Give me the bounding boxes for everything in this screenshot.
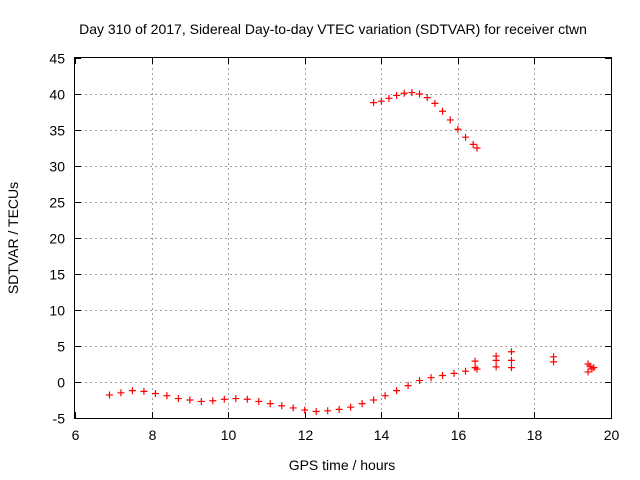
data-point	[427, 374, 435, 382]
data-point	[590, 364, 598, 372]
data-point	[174, 395, 182, 403]
x-tick-labels: 6 8 10 12 14 16 18 20	[72, 427, 620, 443]
data-point	[404, 382, 412, 390]
chart-title: Day 310 of 2017, Sidereal Day-to-day VTE…	[79, 21, 587, 37]
data-point	[400, 89, 408, 97]
data-point	[423, 94, 431, 102]
x-tick-label: 6	[72, 427, 80, 443]
data-point	[377, 97, 385, 105]
data-point	[197, 397, 205, 405]
data-point	[450, 369, 458, 377]
y-tick-label: 10	[49, 303, 65, 319]
data-point	[301, 406, 309, 414]
data-points	[105, 89, 598, 416]
data-point	[507, 364, 515, 372]
data-point	[439, 372, 447, 380]
data-point	[462, 367, 470, 375]
data-point	[105, 391, 113, 399]
data-point	[289, 404, 297, 412]
x-tick-label: 10	[221, 427, 237, 443]
y-tick-label: 15	[49, 267, 65, 283]
data-point	[232, 395, 240, 403]
x-axis-label: GPS time / hours	[289, 457, 396, 473]
data-point	[469, 140, 477, 148]
plot-frame	[74, 57, 612, 419]
data-point	[462, 133, 470, 141]
data-point	[335, 405, 343, 413]
data-point	[492, 356, 500, 364]
data-point	[358, 400, 366, 408]
data-point	[408, 89, 416, 97]
data-point	[370, 99, 378, 107]
data-point	[393, 91, 401, 99]
data-point	[584, 368, 592, 376]
data-point	[278, 402, 286, 410]
data-point	[186, 396, 194, 404]
data-point	[151, 390, 159, 398]
y-axis-label: SDTVAR / TECUs	[5, 182, 21, 294]
data-point	[255, 397, 263, 405]
x-tick-label: 14	[374, 427, 390, 443]
data-point	[220, 395, 228, 403]
y-tick-label: 0	[57, 375, 65, 391]
data-point	[416, 377, 424, 385]
data-point	[550, 358, 558, 366]
x-tick-label: 8	[149, 427, 157, 443]
data-point	[312, 408, 320, 416]
data-point	[163, 392, 171, 400]
series-main-band	[105, 365, 481, 416]
x-tick-label: 20	[604, 427, 620, 443]
data-point	[446, 116, 454, 124]
data-point	[370, 396, 378, 404]
data-point	[243, 395, 251, 403]
x-tick-label: 18	[527, 427, 543, 443]
data-point	[507, 348, 515, 356]
y-tick-label: 35	[49, 123, 65, 139]
y-tick-label: 5	[57, 339, 65, 355]
data-point	[473, 144, 481, 152]
x-tick-label: 16	[451, 427, 467, 443]
data-point	[140, 387, 148, 395]
data-point	[454, 125, 462, 133]
y-tick-label: 40	[49, 87, 65, 103]
data-point	[128, 387, 136, 395]
data-point	[117, 389, 125, 397]
x-tick-label: 12	[298, 427, 314, 443]
data-point	[431, 99, 439, 107]
y-tick-label: 30	[49, 159, 65, 175]
data-point	[209, 397, 217, 405]
data-point	[471, 364, 479, 372]
data-point	[439, 107, 447, 115]
y-tick-label: 25	[49, 195, 65, 211]
data-point	[416, 90, 424, 98]
y-tick-label: 20	[49, 231, 65, 247]
data-point	[347, 403, 355, 411]
data-point	[266, 400, 274, 408]
series-upper-arc	[370, 89, 481, 152]
grid	[75, 58, 611, 418]
y-tick-label: -5	[53, 411, 66, 427]
series-late-sparse-points	[471, 348, 598, 376]
data-point	[385, 94, 393, 102]
data-point	[492, 363, 500, 371]
data-point	[324, 407, 332, 415]
data-point	[507, 356, 515, 364]
y-tick-labels: -5 0 5 10 15 20 25 30 35 40 45	[49, 51, 65, 427]
y-tick-label: 45	[49, 51, 65, 67]
data-point	[471, 357, 479, 365]
data-point	[393, 387, 401, 395]
data-point	[381, 392, 389, 400]
